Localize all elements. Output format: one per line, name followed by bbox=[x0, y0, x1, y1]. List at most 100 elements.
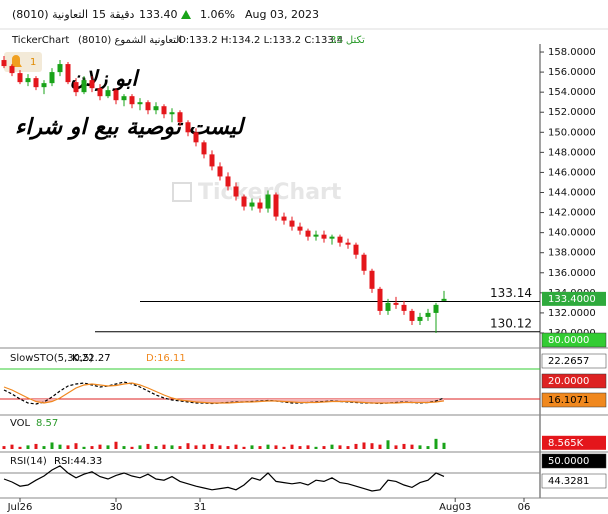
volume-bar bbox=[250, 445, 254, 449]
y-tick-label: 140.0000 bbox=[548, 228, 596, 239]
candle-body bbox=[337, 236, 343, 243]
y-tick-label: 142.0000 bbox=[548, 208, 596, 219]
indicator-line bbox=[3, 382, 445, 404]
up-arrow bbox=[181, 10, 191, 19]
candle-body bbox=[97, 88, 103, 97]
interval: 15 دقيقة bbox=[92, 8, 135, 21]
source: TickerChart bbox=[11, 35, 69, 46]
change: 1.06% bbox=[200, 8, 235, 21]
last-value: 22.2657 bbox=[548, 356, 589, 367]
volume-bar bbox=[402, 443, 406, 449]
volume-bar bbox=[298, 446, 302, 449]
candle-body bbox=[265, 194, 271, 209]
y-tick-label: 138.0000 bbox=[548, 248, 596, 259]
candle-body bbox=[281, 216, 287, 221]
volume-bar bbox=[426, 446, 430, 449]
volume-bar bbox=[314, 446, 318, 449]
candle-body bbox=[385, 302, 391, 311]
price: 133.40 bbox=[139, 8, 178, 21]
alert-count: 1 bbox=[30, 57, 36, 68]
level-label-box bbox=[541, 332, 607, 348]
volume-bar bbox=[306, 445, 310, 449]
volume-bar bbox=[114, 441, 118, 449]
level-label: 50.0000 bbox=[548, 456, 589, 467]
author-note: ابو زلان bbox=[70, 66, 141, 92]
candle-body bbox=[9, 66, 15, 74]
candle-body bbox=[81, 80, 87, 93]
volume-bar bbox=[410, 444, 414, 449]
last-value-box bbox=[541, 392, 607, 408]
last-volume: 8.565K bbox=[548, 438, 584, 449]
candle-body bbox=[273, 194, 279, 217]
volume-bar bbox=[370, 443, 374, 449]
volume-bar bbox=[146, 443, 150, 449]
volume-bar bbox=[74, 443, 78, 449]
volume-bar bbox=[386, 440, 390, 449]
candle-body bbox=[161, 106, 167, 115]
candle-body bbox=[169, 112, 175, 115]
volume-bar bbox=[282, 446, 286, 449]
candle-body bbox=[201, 142, 207, 155]
volume-bar bbox=[418, 445, 422, 449]
panel-title: RSI(14) bbox=[10, 456, 47, 467]
candle-body bbox=[105, 90, 111, 97]
volume-bar bbox=[346, 446, 350, 449]
candle-body bbox=[305, 230, 311, 237]
volume-bar bbox=[434, 438, 438, 449]
candle-body bbox=[345, 242, 351, 245]
candle-body bbox=[297, 226, 303, 231]
last-price: 133.4000 bbox=[548, 294, 596, 305]
candle-body bbox=[417, 316, 423, 321]
candle-body bbox=[329, 236, 335, 239]
watermark-icon bbox=[172, 182, 192, 202]
y-tick-label: 136.0000 bbox=[548, 268, 596, 279]
y-tick-label: 156.0000 bbox=[548, 67, 596, 78]
candle-body bbox=[73, 82, 79, 93]
candle-body bbox=[129, 96, 135, 105]
x-tick-label: 30 bbox=[110, 502, 123, 513]
x-tick-label: 06 bbox=[518, 502, 531, 513]
last-value: 44.3281 bbox=[548, 476, 589, 487]
candle-body bbox=[401, 304, 407, 311]
volume-bar bbox=[178, 446, 182, 449]
candle-body bbox=[17, 73, 23, 83]
candle-body bbox=[33, 78, 39, 88]
candle-body bbox=[177, 112, 183, 123]
candle-body bbox=[41, 83, 47, 88]
candle-body bbox=[369, 270, 375, 289]
volume-bar bbox=[90, 446, 94, 449]
x-tick-label: Jul26 bbox=[7, 502, 33, 513]
volume-bar bbox=[58, 444, 62, 449]
last-value: 16.1071 bbox=[548, 395, 589, 406]
volume-bar bbox=[378, 444, 382, 449]
legend-entry: RSI:44.33 bbox=[54, 456, 102, 467]
volume-bar bbox=[194, 445, 198, 449]
bell-icon bbox=[10, 55, 22, 67]
volume-bar bbox=[226, 446, 230, 449]
volume-bar bbox=[242, 446, 246, 449]
candle-body bbox=[361, 254, 367, 271]
candle-body bbox=[89, 80, 95, 89]
volume-bar bbox=[170, 445, 174, 449]
volume-bar bbox=[290, 444, 294, 449]
volume-bar bbox=[330, 444, 334, 449]
volume-bar bbox=[186, 443, 190, 449]
candle-body bbox=[185, 122, 191, 133]
candle-body bbox=[25, 78, 31, 83]
candle-body bbox=[441, 298, 447, 301]
panel-value: 8.57 bbox=[36, 418, 58, 429]
support-label: 130.12 bbox=[490, 316, 532, 330]
candle-body bbox=[289, 220, 295, 227]
support-label: 133.14 bbox=[490, 286, 532, 300]
candle-body bbox=[113, 90, 119, 101]
volume-bar bbox=[218, 445, 222, 449]
last-volume-box bbox=[542, 435, 606, 450]
ohlc: O:133.2 H:134.2 L:133.2 C:133.4 bbox=[178, 35, 343, 46]
level-label: 80.0000 bbox=[548, 335, 589, 346]
candle-body bbox=[121, 96, 127, 101]
volume-bar bbox=[202, 444, 206, 449]
candle-body bbox=[353, 244, 359, 255]
candle-body bbox=[137, 102, 143, 105]
